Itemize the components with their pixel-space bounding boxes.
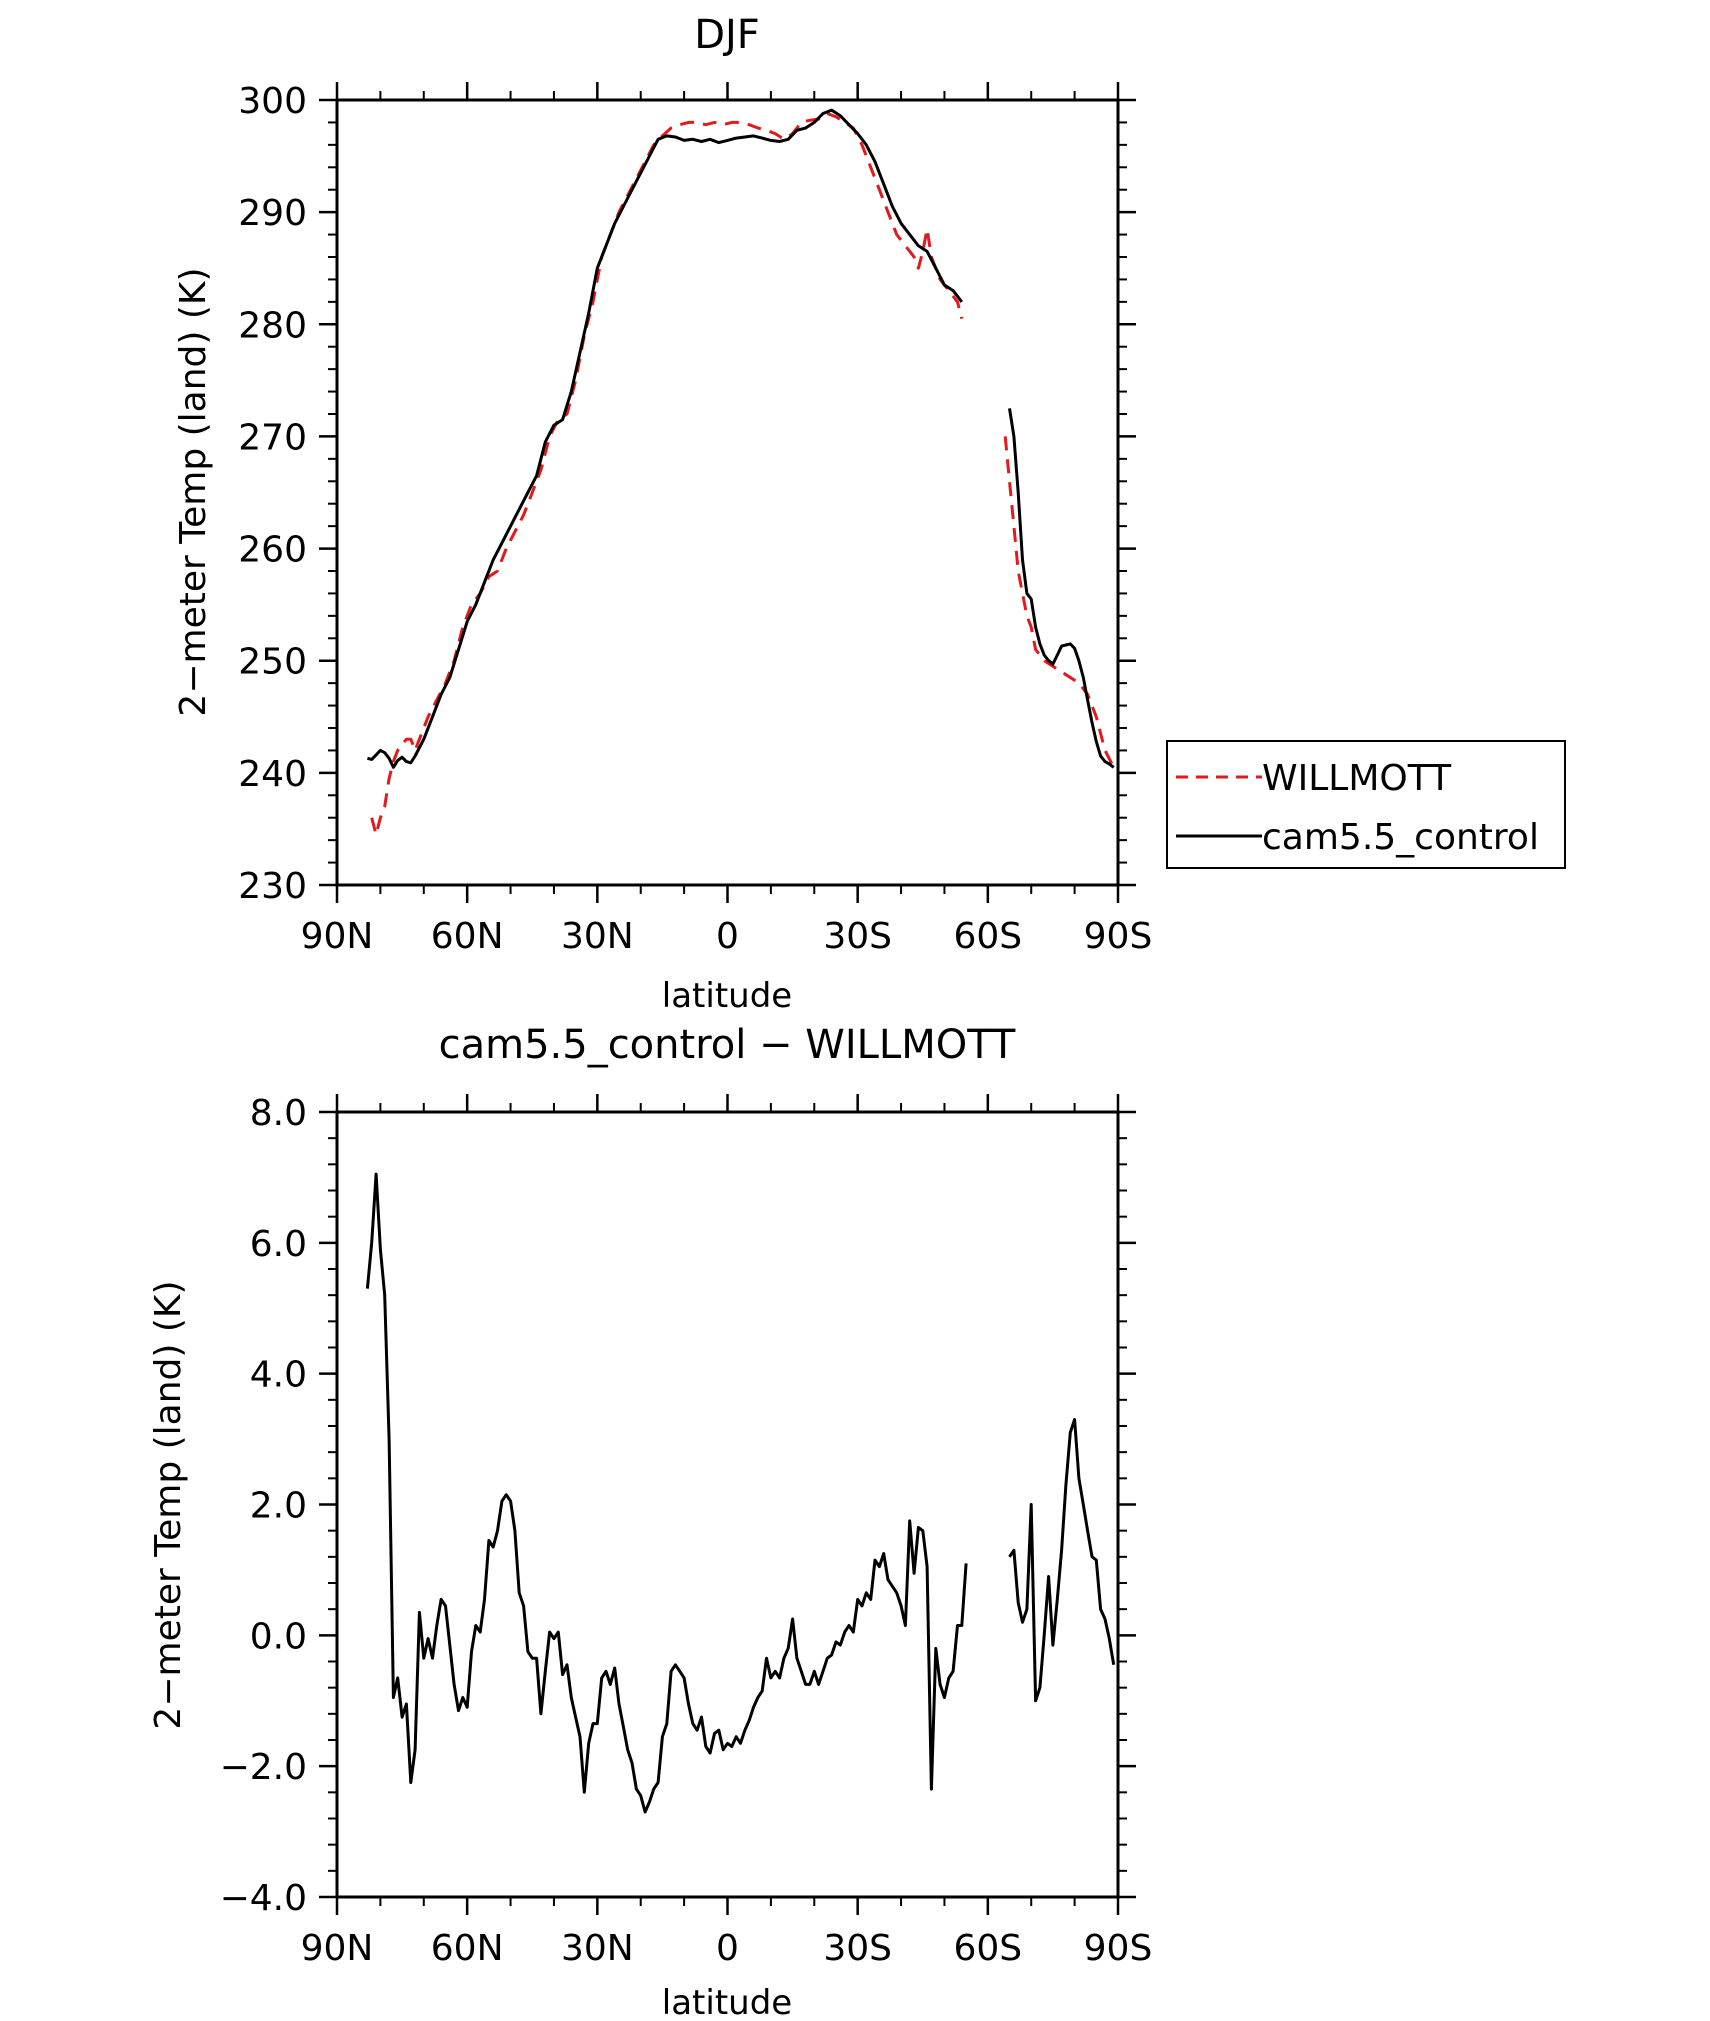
y-tick-label: 8.0: [250, 1093, 307, 1134]
top-chart-lines: [367, 108, 1116, 836]
x-tick-label: 90N: [301, 916, 374, 957]
bottom-chart-title: cam5.5_control − WILLMOTT: [439, 1022, 1016, 1068]
top-chart-y-axis-label: 2−meter Temp (land) (K): [173, 267, 214, 716]
legend-label-cam-control: cam5.5_control: [1262, 817, 1539, 858]
top-chart-tick-labels: 90N 60N 30N 0 30S 60S 90S 230 240 250 260 270 280 290…: [238, 81, 1152, 957]
bottom-chart-tick-labels: 90N 60N 30N 0 30S 60S 90S −4.0 −2.0 0.0 2.0 4.0 6.0 8…: [220, 1093, 1153, 1969]
bottom-panel: cam5.5_control − WILLMOTT 2−meter Temp (…: [148, 1022, 1152, 2021]
legend-box: [1166, 740, 1566, 869]
legend: WILLMOTT cam5.5_control: [1166, 740, 1566, 869]
y-tick-label: 240: [238, 754, 307, 795]
top-chart-title: DJF: [694, 12, 760, 58]
x-tick-label: 60N: [431, 1928, 504, 1969]
bottom-chart-lines: [365, 1172, 1116, 1814]
top-chart-ticks: [319, 82, 1136, 903]
y-tick-label: 270: [238, 417, 307, 458]
y-tick-label: 250: [238, 642, 307, 683]
x-tick-label: 30N: [561, 1928, 634, 1969]
series-line-cam5-5-control-seg0: [367, 108, 963, 769]
x-tick-label: 90N: [301, 1928, 374, 1969]
x-tick-label: 90S: [1084, 916, 1153, 957]
bottom-chart-ticks: [319, 1094, 1136, 1915]
bottom-chart-y-axis-label: 2−meter Temp (land) (K): [148, 1280, 189, 1729]
y-tick-label: 0.0: [250, 1616, 307, 1657]
x-tick-label: 30N: [561, 916, 634, 957]
series-line-cam5-5-control-willmott-seg1: [1008, 1418, 1116, 1703]
top-chart-x-axis-label: latitude: [662, 976, 792, 1016]
bottom-chart-x-axis-label: latitude: [662, 1983, 792, 2021]
y-tick-label: 4.0: [250, 1355, 307, 1396]
top-panel: DJF 2−meter Temp (land) (K) latitude 90N…: [173, 12, 1566, 1016]
y-tick-label: 230: [238, 866, 307, 907]
y-tick-label: −2.0: [220, 1747, 307, 1788]
series-line-willmott-seg0: [370, 112, 964, 836]
y-tick-label: −4.0: [220, 1878, 307, 1919]
y-tick-label: 6.0: [250, 1224, 307, 1265]
x-tick-label: 0: [716, 1928, 739, 1969]
y-tick-label: 2.0: [250, 1486, 307, 1527]
legend-label-willmott: WILLMOTT: [1262, 758, 1452, 799]
x-tick-label: 30S: [823, 916, 892, 957]
bottom-chart-plot-frame: [335, 1110, 1120, 1899]
x-tick-label: 30S: [823, 1928, 892, 1969]
series-line-cam5-5-control-willmott-seg0: [365, 1172, 968, 1814]
x-tick-label: 90S: [1084, 1928, 1153, 1969]
y-tick-label: 280: [238, 305, 307, 346]
y-tick-label: 260: [238, 530, 307, 571]
y-tick-label: 290: [238, 193, 307, 234]
series-line-cam5-5-control-seg1: [1008, 408, 1115, 769]
x-tick-label: 0: [716, 916, 739, 957]
x-tick-label: 60S: [953, 916, 1022, 957]
x-tick-label: 60N: [431, 916, 504, 957]
x-tick-label: 60S: [953, 1928, 1022, 1969]
series-line-willmott-seg1: [1003, 436, 1116, 768]
top-chart-plot-frame: [335, 98, 1120, 887]
y-tick-label: 300: [238, 81, 307, 122]
